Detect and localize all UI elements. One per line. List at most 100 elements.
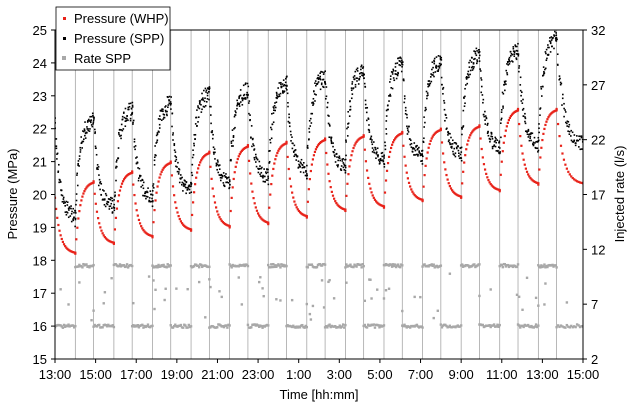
spp-point <box>262 176 264 179</box>
spp-point <box>539 107 542 109</box>
spp-point <box>63 200 65 203</box>
spp-point <box>503 83 506 86</box>
spp-point <box>338 157 341 159</box>
spp-point <box>144 195 146 197</box>
spp-point <box>268 160 271 163</box>
spp-point <box>444 113 447 116</box>
spp-point <box>233 115 236 118</box>
spp-point <box>469 73 471 76</box>
spp-point <box>538 123 540 125</box>
whp-point <box>362 135 365 138</box>
spp-point <box>300 162 302 165</box>
rate-point <box>126 266 130 269</box>
spp-point <box>182 182 185 185</box>
spp-point <box>64 205 67 207</box>
spp-point <box>152 187 155 189</box>
whp-point <box>541 138 544 142</box>
rate-point <box>259 276 262 279</box>
whp-point <box>217 213 220 216</box>
spp-point <box>566 122 568 125</box>
spp-point <box>411 148 414 150</box>
spp-point <box>479 70 482 72</box>
spp-point <box>108 205 111 208</box>
spp-point <box>139 175 141 178</box>
rate-point <box>565 323 569 327</box>
spp-point <box>92 116 95 119</box>
spp-point <box>432 71 435 74</box>
whp-point <box>137 218 141 222</box>
spp-point <box>535 147 537 149</box>
whp-point <box>229 209 232 213</box>
spp-point <box>139 174 141 177</box>
whp-point <box>122 178 126 181</box>
spp-point <box>478 49 480 51</box>
spp-point <box>182 190 184 192</box>
whp-point <box>70 250 74 253</box>
whp-point <box>228 226 231 229</box>
spp-point <box>186 186 188 189</box>
spp-point <box>132 121 134 124</box>
spp-point <box>371 147 374 149</box>
whp-point <box>504 129 507 132</box>
rate-point <box>555 325 558 329</box>
spp-point <box>343 169 346 171</box>
spp-point <box>234 114 237 116</box>
rate-point <box>340 325 344 328</box>
rate-point <box>370 297 373 300</box>
spp-point <box>243 97 246 100</box>
whp-point <box>335 202 338 205</box>
rate-point <box>228 263 231 266</box>
spp-point <box>538 127 540 130</box>
spp-point <box>262 180 265 183</box>
spp-point <box>163 116 166 119</box>
spp-point <box>103 198 106 200</box>
spp-point <box>482 101 484 104</box>
rate-point <box>478 294 481 298</box>
spp-point <box>96 164 99 166</box>
spp-point <box>435 67 438 69</box>
spp-point <box>285 77 287 80</box>
spp-point <box>354 70 357 73</box>
spp-point <box>438 62 441 65</box>
whp-point <box>577 180 580 184</box>
spp-point <box>159 118 161 121</box>
whp-point <box>182 223 185 226</box>
spp-point <box>200 111 203 113</box>
spp-point <box>570 139 573 142</box>
spp-point <box>315 84 317 87</box>
whp-point <box>216 210 219 213</box>
spp-point <box>409 139 412 142</box>
spp-point <box>425 108 427 111</box>
spp-point <box>498 147 501 149</box>
spp-point <box>461 133 463 136</box>
spp-point <box>465 76 468 78</box>
spp-point <box>480 85 483 88</box>
spp-point <box>102 198 105 201</box>
whp-point <box>462 170 465 173</box>
spp-point <box>368 124 370 126</box>
spp-point <box>208 91 210 93</box>
spp-point <box>351 83 353 85</box>
spp-point <box>218 174 221 176</box>
whp-point <box>347 173 350 176</box>
spp-point <box>58 163 60 166</box>
spp-point <box>490 133 493 135</box>
spp-point <box>117 147 120 149</box>
spp-point <box>270 137 273 140</box>
whp-point <box>234 165 237 168</box>
spp-point <box>167 96 169 99</box>
rate-point <box>107 323 110 327</box>
spp-point <box>273 107 275 109</box>
spp-point <box>135 157 137 159</box>
whp-point <box>369 187 372 190</box>
rate-point <box>175 287 178 290</box>
spp-point <box>519 89 522 92</box>
spp-point <box>336 156 338 158</box>
spp-point <box>135 162 138 165</box>
spp-point <box>378 160 381 163</box>
whp-point <box>65 246 68 249</box>
whp-point <box>143 230 146 233</box>
rate-point <box>218 290 221 293</box>
spp-point <box>388 94 391 97</box>
whp-point <box>81 195 84 198</box>
